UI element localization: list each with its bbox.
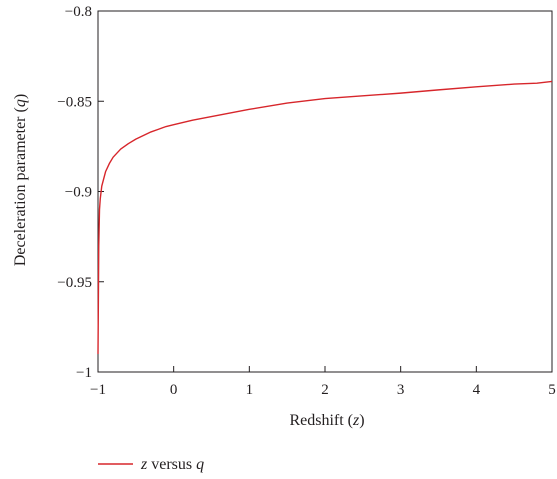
plot-frame (97, 10, 553, 373)
plot-border (97, 10, 553, 373)
y-axis-title: Deceleration parameter (q) (12, 94, 29, 266)
y-tick-label: −0.9 (65, 185, 92, 201)
x-axis-title: Redshift (z) (289, 412, 364, 429)
x-tick-label: 0 (170, 382, 178, 398)
legend-label: z versus q (140, 456, 204, 473)
x-tick-label: 2 (321, 382, 329, 398)
y-tick-label: −0.85 (57, 94, 92, 110)
x-tick-label: 4 (473, 382, 481, 398)
x-tick-label: 1 (246, 382, 254, 398)
y-tick-label: −0.95 (57, 275, 92, 291)
legend: z versus q (98, 456, 204, 473)
y-tick-label: −0.8 (65, 4, 92, 20)
series-layer (97, 80, 553, 354)
x-tick-label: 5 (548, 382, 556, 398)
x-axis-ticks: −1 0 1 2 3 4 5 (90, 366, 556, 398)
x-tick-label: −1 (90, 382, 106, 398)
y-axis-ticks: −1 −0.95 −0.9 −0.85 −0.8 (57, 4, 104, 381)
x-tick-label: 3 (397, 382, 405, 398)
series-line-0 (97, 80, 553, 354)
y-tick-label: −1 (76, 365, 92, 381)
